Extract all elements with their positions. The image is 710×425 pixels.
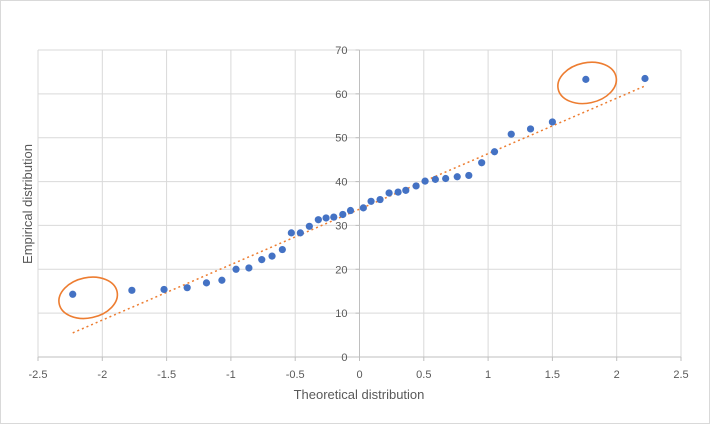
x-tick-label-1: -2 xyxy=(97,369,107,381)
y-tick-label-3: 30 xyxy=(335,220,347,232)
data-point-13 xyxy=(305,222,313,230)
highlight-ellipse-0 xyxy=(58,276,119,320)
y-tick-label-0: 0 xyxy=(341,352,347,364)
data-point-27 xyxy=(431,175,439,183)
data-point-2 xyxy=(160,285,168,294)
data-point-24 xyxy=(402,186,410,194)
data-point-16 xyxy=(330,213,338,221)
data-point-10 xyxy=(278,245,286,254)
data-point-3 xyxy=(183,284,191,292)
data-point-14 xyxy=(314,216,322,224)
x-tick-label-9: 2 xyxy=(614,369,620,381)
data-point-1 xyxy=(128,286,136,294)
x-tick-label-2: -1.5 xyxy=(157,369,176,381)
x-tick-label-3: -1 xyxy=(226,369,236,381)
data-point-5 xyxy=(218,276,226,284)
data-point-22 xyxy=(385,189,393,197)
y-tick-label-5: 50 xyxy=(335,133,347,145)
data-point-15 xyxy=(322,214,330,222)
data-point-11 xyxy=(287,229,295,237)
data-point-4 xyxy=(202,279,211,287)
data-point-31 xyxy=(478,159,486,167)
data-point-37 xyxy=(641,74,649,83)
data-point-20 xyxy=(367,197,375,205)
annotation-layer xyxy=(58,61,618,320)
data-point-28 xyxy=(442,174,450,183)
data-point-19 xyxy=(359,204,367,212)
y-tick-label-2: 20 xyxy=(335,264,347,276)
x-tick-label-6: 0.5 xyxy=(416,369,431,381)
data-point-21 xyxy=(376,195,384,204)
x-tick-label-5: 0 xyxy=(356,369,362,381)
data-point-36 xyxy=(582,75,590,83)
data-point-30 xyxy=(465,171,473,180)
y-tick-label-1: 10 xyxy=(335,308,347,320)
data-point-25 xyxy=(412,182,420,190)
x-tick-label-7: 1 xyxy=(485,369,491,381)
data-point-34 xyxy=(526,125,535,133)
data-point-29 xyxy=(453,173,461,181)
data-point-32 xyxy=(490,148,499,156)
data-point-9 xyxy=(268,252,276,260)
data-point-8 xyxy=(258,256,266,264)
data-point-7 xyxy=(245,264,253,272)
y-tick-label-4: 40 xyxy=(335,177,347,189)
axes xyxy=(37,49,682,361)
y-tick-label-7: 70 xyxy=(335,45,347,57)
data-point-35 xyxy=(548,118,557,126)
highlight-ellipse-1 xyxy=(557,61,618,105)
data-point-6 xyxy=(232,265,240,273)
data-point-17 xyxy=(339,210,347,219)
data-point-33 xyxy=(507,130,515,138)
data-point-0 xyxy=(69,290,77,298)
data-point-18 xyxy=(346,206,355,215)
x-tick-label-4: -0.5 xyxy=(286,369,305,381)
y-tick-label-6: 60 xyxy=(335,89,347,101)
data-point-26 xyxy=(421,177,429,185)
x-tick-label-8: 1.5 xyxy=(545,369,560,381)
trendline-layer xyxy=(72,85,646,334)
data-point-23 xyxy=(394,188,402,196)
x-tick-label-10: 2.5 xyxy=(673,369,688,381)
y-axis-title: Empirical distribution xyxy=(20,144,35,264)
data-point-12 xyxy=(296,229,304,237)
x-tick-label-0: -2.5 xyxy=(29,369,48,381)
x-axis-title: Theoretical distribution xyxy=(294,387,425,402)
trendline xyxy=(72,85,646,334)
points-layer xyxy=(69,74,649,298)
tick-labels: -2.5 -2 -1.5 -1 -0.5 0 0.5 1 1.5 2 2.5 0 10 20 30 40 50 6… xyxy=(29,45,689,381)
